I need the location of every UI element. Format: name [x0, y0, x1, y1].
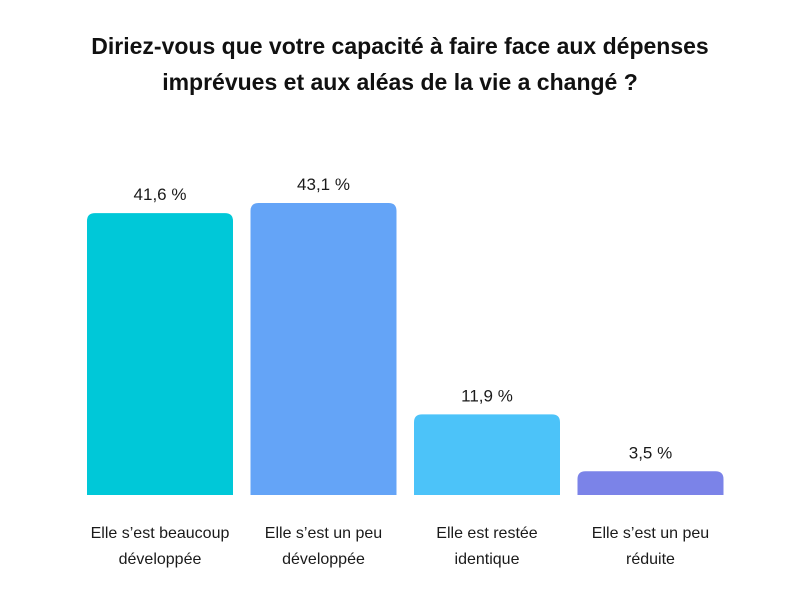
- bar-3: [577, 471, 724, 495]
- category-label-2-line-0: Elle est restée: [436, 525, 537, 542]
- category-label-1-line-0: Elle s’est un peu: [265, 525, 382, 542]
- chart-title-line-1: Diriez-vous que votre capacité à faire f…: [91, 33, 709, 59]
- category-label-1-line-1: développée: [282, 551, 365, 568]
- bar-0: [87, 213, 233, 495]
- category-label-2-line-1: identique: [455, 551, 520, 568]
- bar-1: [250, 203, 397, 495]
- chart-title-line-2: imprévues et aux aléas de la vie a chang…: [162, 69, 638, 95]
- value-label-2: 11,9 %: [461, 386, 513, 405]
- chart-title: Diriez-vous que votre capacité à faire f…: [40, 28, 760, 100]
- value-label-1: 43,1 %: [297, 175, 350, 194]
- value-label-0: 41,6 %: [134, 185, 187, 204]
- value-label-3: 3,5 %: [629, 443, 672, 462]
- bar-2: [414, 414, 560, 495]
- category-label-0-line-0: Elle s’est beaucoup: [91, 525, 230, 542]
- category-label-3-line-0: Elle s’est un peu: [592, 525, 709, 542]
- category-label-3-line-1: réduite: [626, 551, 675, 568]
- category-label-0-line-1: développée: [119, 551, 202, 568]
